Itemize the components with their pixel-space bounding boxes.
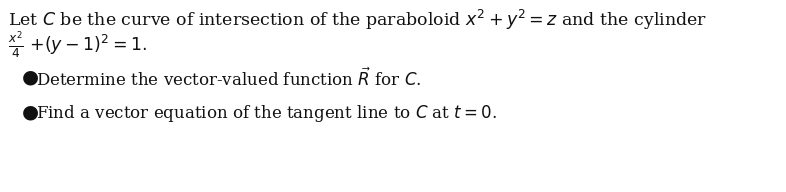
Text: ●: ● <box>22 103 39 121</box>
Text: Find a vector equation of the tangent line to $C$ at $t=0$.: Find a vector equation of the tangent li… <box>36 103 497 124</box>
Text: $\frac{x^2}{4}$ $+(y-1)^2= 1.$: $\frac{x^2}{4}$ $+(y-1)^2= 1.$ <box>8 30 147 61</box>
Text: Let $C$ be the curve of intersection of the paraboloid $x^2 + y^2 = z$ and the c: Let $C$ be the curve of intersection of … <box>8 8 707 32</box>
Text: Determine the vector-valued function $\vec{R}$ for $C$.: Determine the vector-valued function $\v… <box>36 68 421 90</box>
Text: ●: ● <box>22 68 39 86</box>
